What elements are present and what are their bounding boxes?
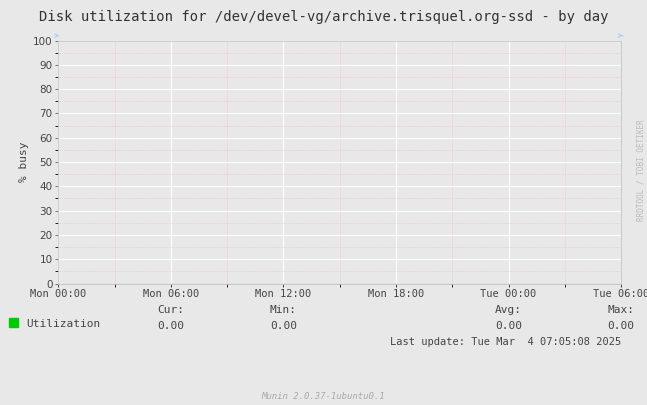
Y-axis label: % busy: % busy (19, 142, 29, 182)
Text: 0.00: 0.00 (608, 321, 635, 331)
Text: Min:: Min: (270, 305, 297, 315)
Text: RRDTOOL / TOBI OETIKER: RRDTOOL / TOBI OETIKER (637, 119, 646, 221)
Text: 0.00: 0.00 (270, 321, 297, 331)
Text: Avg:: Avg: (495, 305, 522, 315)
Text: Last update: Tue Mar  4 07:05:08 2025: Last update: Tue Mar 4 07:05:08 2025 (390, 337, 621, 347)
Legend: Utilization: Utilization (9, 318, 101, 328)
Text: Munin 2.0.37-1ubuntu0.1: Munin 2.0.37-1ubuntu0.1 (261, 392, 386, 401)
Text: Max:: Max: (608, 305, 635, 315)
Text: Cur:: Cur: (157, 305, 184, 315)
Text: 0.00: 0.00 (157, 321, 184, 331)
Text: Disk utilization for /dev/devel-vg/archive.trisquel.org-ssd - by day: Disk utilization for /dev/devel-vg/archi… (39, 10, 608, 24)
Text: 0.00: 0.00 (495, 321, 522, 331)
